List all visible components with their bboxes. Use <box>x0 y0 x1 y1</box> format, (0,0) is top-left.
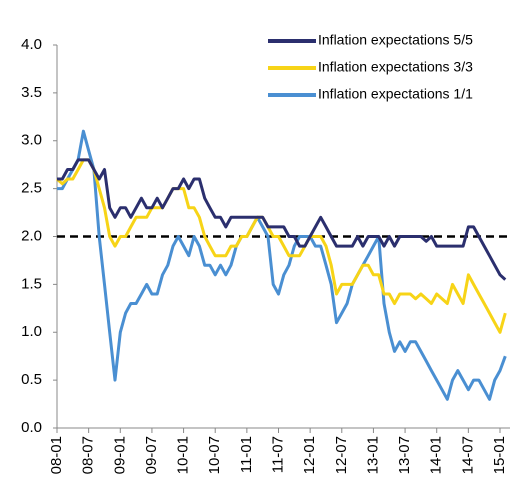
y-tick-label: 1.0 <box>21 323 42 340</box>
legend-label: Inflation expectations 5/5 <box>318 32 473 48</box>
series-line <box>57 129 507 401</box>
y-tick-label: 3.0 <box>21 132 42 149</box>
x-tick-label: 12-07 <box>333 436 350 474</box>
x-tick-label: 12-01 <box>301 436 318 474</box>
y-tick-label: 3.5 <box>21 84 42 101</box>
x-tick-label: 13-01 <box>364 436 381 474</box>
legend-label: Inflation expectations 1/1 <box>318 86 473 102</box>
x-tick-label: 11-01 <box>238 436 255 473</box>
x-tick-label: 08-01 <box>48 436 65 474</box>
legend-label: Inflation expectations 3/3 <box>318 59 473 75</box>
x-tick-label: 14-07 <box>459 436 476 474</box>
y-tick-label: 2.0 <box>21 227 42 244</box>
series-line <box>57 158 507 281</box>
x-tick-label: 08-07 <box>80 436 97 474</box>
y-tick-label: 2.5 <box>21 180 42 197</box>
x-tick-label: 13-07 <box>396 436 413 474</box>
x-tick-label: 14-01 <box>428 436 445 474</box>
x-tick-label: 10-07 <box>206 436 223 474</box>
x-tick-label: 10-01 <box>175 436 192 474</box>
y-tick-label: 1.5 <box>21 275 42 292</box>
y-tick-label: 0.5 <box>21 371 42 388</box>
x-tick-label: 09-01 <box>111 436 128 474</box>
x-tick-label: 11-07 <box>269 436 286 473</box>
series-line <box>55 158 507 334</box>
x-tick-label: 15-01 <box>491 436 508 474</box>
y-tick-label: 4.0 <box>21 36 42 53</box>
x-tick-label: 09-07 <box>143 436 160 474</box>
y-tick-label: 0.0 <box>21 419 42 436</box>
